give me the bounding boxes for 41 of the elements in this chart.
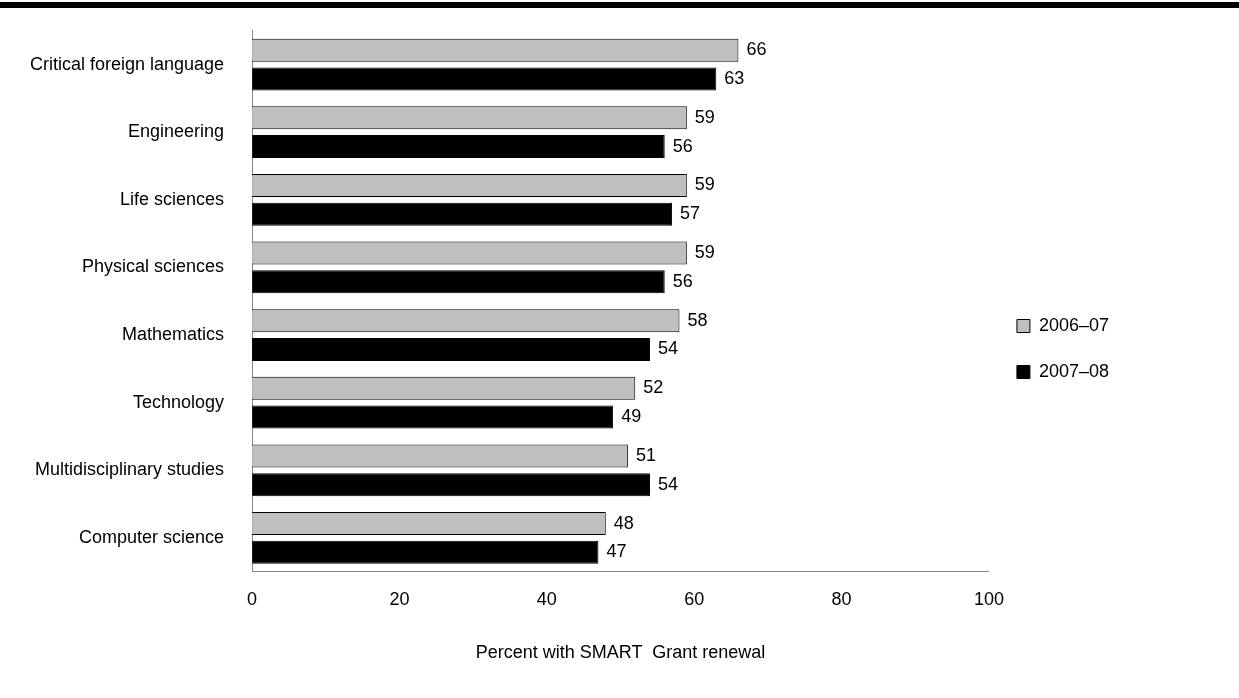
x-axis-title: Percent with SMART Grant renewal [475,642,766,663]
y-tick-label: Mathematics [122,324,225,345]
x-tick-label: 60 [684,588,705,609]
data-label: 48 [613,512,634,533]
data-label: 59 [694,242,715,263]
x-tick-label: 40 [536,588,557,609]
data-label: 59 [694,106,715,127]
data-label: 47 [606,541,627,562]
bar [252,337,650,361]
data-label: 54 [657,338,679,359]
bar [252,67,717,91]
data-label: 51 [635,444,656,465]
x-tick-label: 0 [247,588,258,609]
bar [252,202,673,226]
data-label: 49 [621,406,642,427]
data-label: 57 [680,203,701,224]
y-tick-label: Computer science [79,526,225,547]
bar [252,405,614,429]
bar [252,135,665,159]
data-label: 56 [672,135,693,156]
data-label: 52 [643,377,664,398]
y-tick-label: Technology [133,391,225,412]
bar [252,540,599,564]
y-tick-label: Engineering [128,121,225,142]
data-label: 59 [694,174,715,195]
legend-label: 2006–07 [1038,314,1109,335]
x-tick-label: 80 [831,588,852,609]
data-label: 54 [657,473,679,494]
y-tick-label: Physical sciences [82,256,225,277]
y-tick-label: Multidisciplinary studies [35,459,225,480]
y-tick-label: Critical foreign language [29,53,225,74]
bar [252,473,650,497]
data-label: 58 [687,309,708,330]
data-label: 66 [746,39,767,60]
y-tick-label: Life sciences [120,188,225,209]
bar [252,270,665,294]
legend-label: 2007–08 [1038,360,1109,381]
x-tick-label: 20 [389,588,410,609]
data-label: 63 [724,67,745,88]
x-tick-label: 100 [973,588,1004,609]
data-label: 56 [672,270,693,291]
